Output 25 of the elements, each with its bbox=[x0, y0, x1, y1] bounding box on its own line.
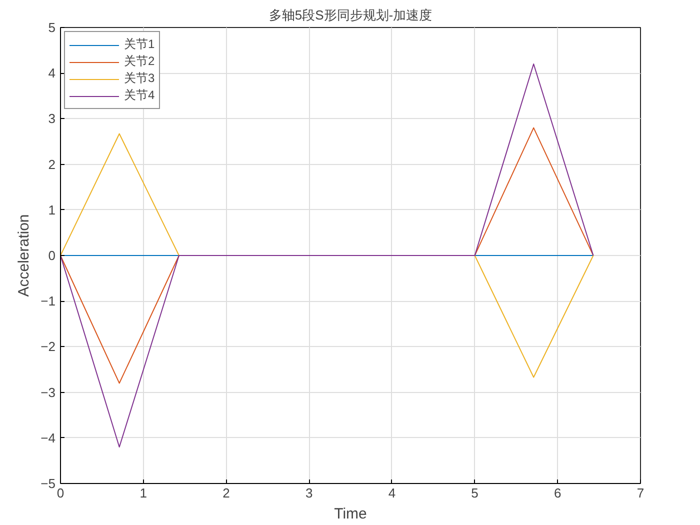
y-tick-label: −5 bbox=[40, 476, 56, 491]
chart-title: 多轴5段S形同步规划-加速度 bbox=[268, 8, 432, 22]
y-tick-label: −1 bbox=[40, 294, 56, 309]
x-tick-label: 5 bbox=[471, 486, 478, 500]
y-tick-label: 3 bbox=[48, 111, 56, 126]
legend-label: 关节1 bbox=[124, 36, 155, 53]
y-axis-title: Acceleration bbox=[16, 214, 33, 297]
y-tick-label: 5 bbox=[48, 20, 56, 35]
x-axis-title: Time bbox=[334, 506, 367, 522]
y-tick-label: −4 bbox=[40, 430, 56, 446]
x-tick-label: 4 bbox=[388, 486, 396, 500]
legend-label: 关节2 bbox=[124, 53, 155, 70]
x-tick-label: 3 bbox=[305, 486, 313, 500]
x-tick-label: 1 bbox=[140, 486, 147, 500]
y-tick-label: −2 bbox=[40, 339, 56, 354]
x-tick-label: 7 bbox=[636, 486, 644, 500]
legend-label: 关节3 bbox=[124, 70, 155, 87]
y-tick-label: 2 bbox=[48, 156, 56, 172]
x-tick-label: 2 bbox=[222, 486, 230, 500]
y-tick-label: 0 bbox=[48, 248, 56, 263]
y-tick-label: −3 bbox=[40, 384, 56, 400]
y-tick-label: 1 bbox=[48, 202, 56, 218]
x-tick-label: 6 bbox=[554, 486, 562, 500]
y-tick-label: 4 bbox=[48, 66, 56, 81]
legend-label: 关节4 bbox=[124, 87, 155, 104]
